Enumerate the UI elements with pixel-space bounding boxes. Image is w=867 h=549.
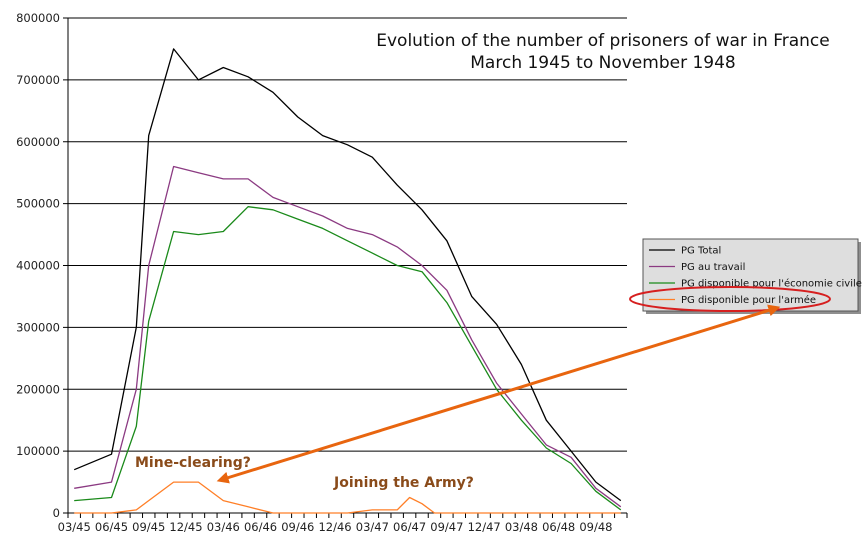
x-tick-label: 12/45 — [169, 520, 202, 534]
x-tick-label: 06/46 — [244, 520, 277, 534]
legend: PG Total PG au travail PG disponible pour … — [642, 238, 862, 314]
y-tick-label: 600000 — [16, 135, 60, 149]
x-tick-label: 03/45 — [58, 520, 91, 534]
x-tick-label: 09/48 — [579, 520, 612, 534]
x-tick-label: 12/47 — [468, 520, 501, 534]
series-line-1 — [73, 48, 622, 502]
x-tick-label: 06/45 — [95, 520, 128, 534]
legend-box — [642, 238, 859, 312]
x-tick-label: 09/46 — [281, 520, 314, 534]
y-tick-label: 200000 — [16, 382, 60, 396]
annotation-mine-clearing: Mine-clearing? — [135, 455, 251, 471]
x-tick-label: 03/46 — [207, 520, 240, 534]
x-tick-label: 06/47 — [393, 520, 426, 534]
grid — [68, 17, 627, 514]
y-tick-label: 300000 — [16, 320, 60, 334]
chart-title-line-1: Evolution of the number of prisoners of … — [376, 31, 829, 51]
chart-title-line-2: March 1945 to November 1948 — [470, 53, 735, 73]
annotation-joining-army: Joining the Army? — [333, 475, 474, 491]
x-tick-label: 03/47 — [356, 520, 389, 534]
y-tick-label: 400000 — [16, 259, 60, 273]
series-line-4 — [74, 481, 621, 514]
x-tick-label: 12/46 — [318, 520, 351, 534]
x-tick-label: 06/48 — [542, 520, 575, 534]
x-tick-label: 09/47 — [430, 520, 463, 534]
x-axis: 03/45 06/45 09/45 12/45 03/46 06/46 09/46 12/46… — [58, 513, 628, 534]
y-tick-label: 500000 — [16, 197, 60, 211]
y-tick-label: 100000 — [16, 444, 60, 458]
series-lines — [73, 48, 622, 514]
y-tick-label: 700000 — [16, 73, 60, 87]
legend-entry-label: PG Total — [681, 246, 721, 257]
x-tick-label: 03/48 — [505, 520, 538, 534]
legend-entry-label: PG au travail — [681, 262, 745, 273]
annotation-arrow — [216, 304, 781, 484]
y-tick-label: 800000 — [16, 11, 60, 25]
y-axis: 0 100000 200000 300000 400000 500000 600000 700… — [16, 11, 69, 520]
y-tick-label: 0 — [53, 506, 60, 520]
x-tick-label: 09/45 — [132, 520, 165, 534]
legend-entry-label: PG disponible pour l'armée — [681, 294, 816, 306]
